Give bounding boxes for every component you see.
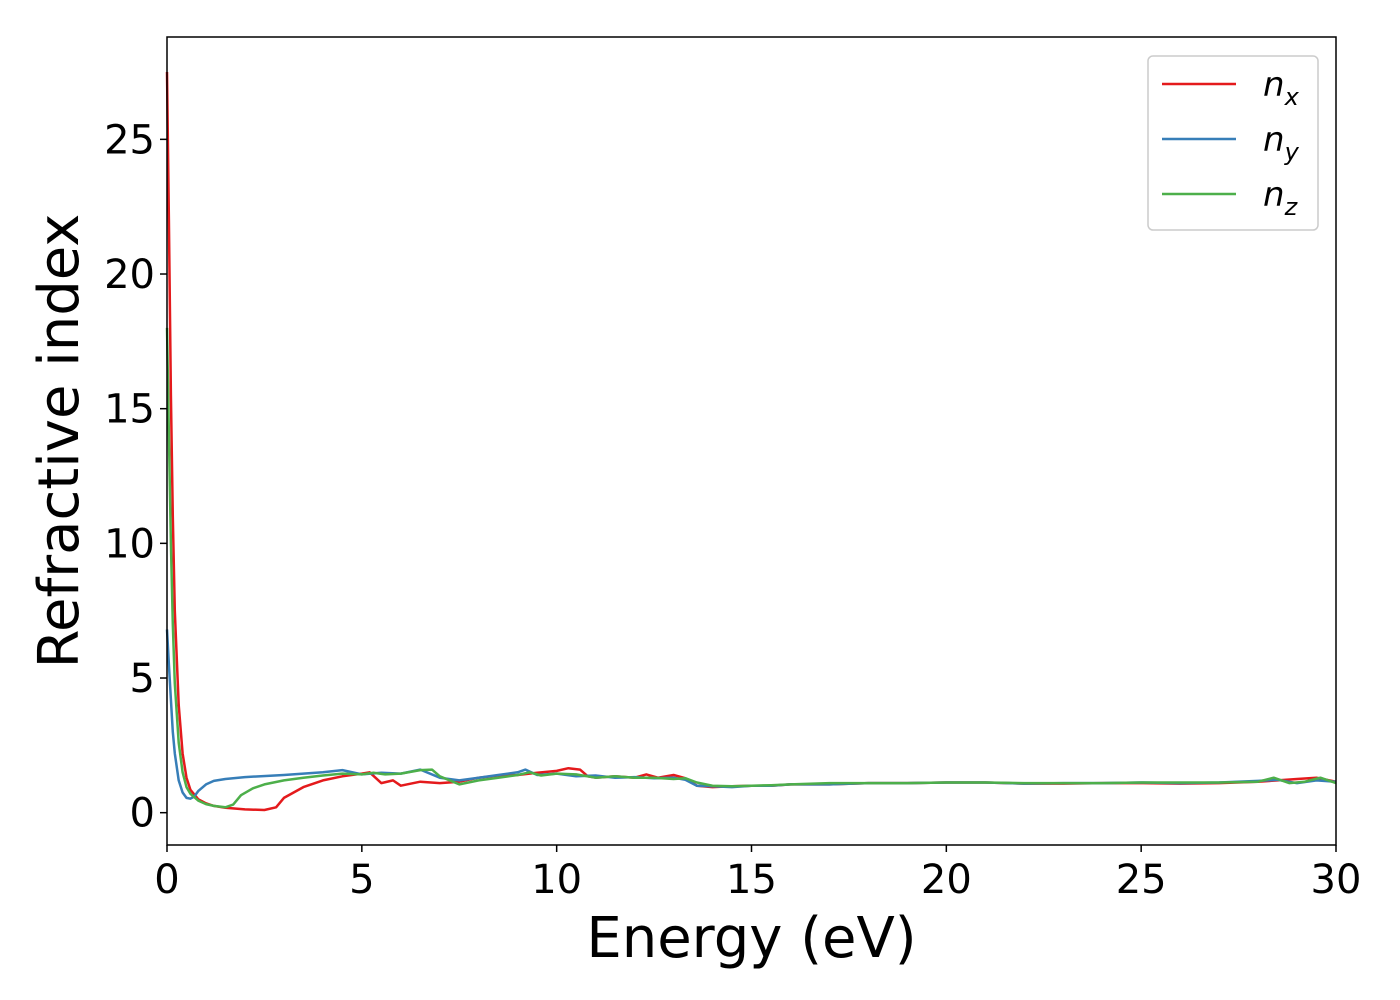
x-tick-label: 15 xyxy=(726,857,777,903)
y-tick-label: 0 xyxy=(130,791,155,837)
series-layer xyxy=(165,71,1337,812)
x-tick-label: 10 xyxy=(531,857,582,903)
x-tick-label: 20 xyxy=(921,857,972,903)
series-line-nz xyxy=(165,327,1337,809)
x-tick-label: 0 xyxy=(154,857,179,903)
y-tick-label: 25 xyxy=(104,117,155,163)
plot-background xyxy=(167,37,1336,845)
y-tick-label: 5 xyxy=(130,656,155,702)
legend-box xyxy=(1147,55,1319,231)
y-tick-label: 15 xyxy=(104,387,155,433)
x-tick-label: 25 xyxy=(1116,857,1167,903)
x-axis-title: Energy (eV) xyxy=(586,906,916,971)
x-tick-label: 5 xyxy=(349,857,374,903)
x-axis: 0 5 10 15 20 25 30 xyxy=(154,845,1361,903)
y-axis: 0 5 10 15 20 25 xyxy=(104,117,167,837)
y-axis-title: Refractive index xyxy=(27,214,92,669)
x-tick-label: 30 xyxy=(1311,857,1362,903)
y-tick-label: 20 xyxy=(104,252,155,298)
y-tick-label: 10 xyxy=(104,521,155,567)
